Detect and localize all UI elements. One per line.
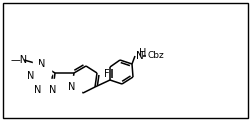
Text: N: N xyxy=(49,85,57,95)
Text: H: H xyxy=(139,48,146,58)
Text: F: F xyxy=(104,69,110,79)
Text: N: N xyxy=(27,71,35,81)
Bar xyxy=(3,3,248,118)
Text: N: N xyxy=(136,51,144,61)
Text: N: N xyxy=(34,85,42,95)
Text: N: N xyxy=(68,82,76,92)
Text: Cbz: Cbz xyxy=(148,51,165,61)
Text: —N: —N xyxy=(10,55,27,65)
Text: N: N xyxy=(38,59,46,69)
